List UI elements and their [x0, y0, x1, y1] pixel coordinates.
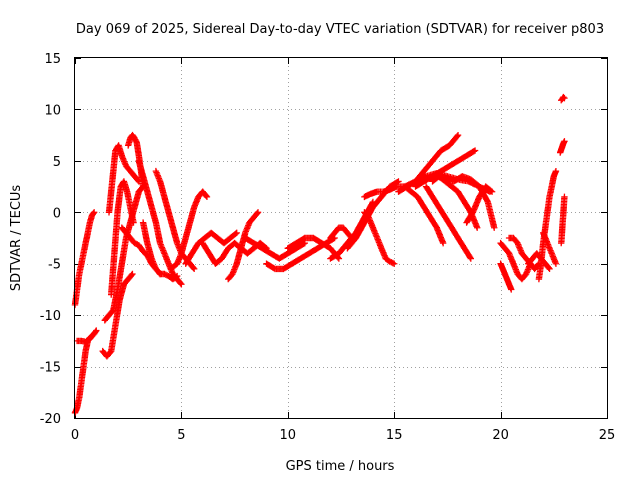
plot-frame	[74, 57, 608, 419]
plus-markers	[108, 178, 137, 298]
series-track-aa	[412, 147, 479, 190]
plus-markers	[105, 142, 143, 216]
plus-markers	[497, 260, 515, 293]
y-tick-label: 15	[44, 52, 61, 67]
x-axis-label: GPS time / hours	[286, 459, 395, 474]
plus-markers	[558, 93, 568, 104]
y-tick-label: 5	[53, 155, 61, 170]
plus-markers	[263, 234, 338, 273]
series-track-n	[182, 229, 240, 267]
series-track-am	[558, 193, 568, 247]
y-tick-label: -10	[40, 309, 61, 324]
x-tick-label: 10	[280, 428, 297, 443]
series-track-f	[108, 178, 137, 298]
y-axis-label: SDTVAR / TECUs	[9, 185, 24, 292]
series-track-ac	[422, 183, 475, 262]
series-track-j	[135, 157, 185, 288]
series-track-af	[463, 183, 496, 226]
series-track-ao	[558, 93, 568, 104]
chart-title: Day 069 of 2025, Sidereal Day-to-day VTE…	[76, 22, 604, 37]
series-track-an	[557, 138, 568, 156]
series-track-q	[242, 234, 309, 262]
plus-markers	[557, 138, 568, 156]
series-track-p	[225, 209, 262, 283]
plus-markers	[433, 173, 498, 231]
plus-markers	[71, 209, 98, 309]
series-track-ae	[433, 173, 498, 231]
x-tick-label: 15	[386, 428, 403, 443]
x-tick-label: 0	[71, 428, 79, 443]
plus-markers	[558, 193, 568, 247]
plus-markers	[71, 332, 96, 417]
series-track-ab	[401, 183, 447, 247]
grid-lines	[75, 58, 607, 418]
series-track-c	[73, 327, 100, 346]
plus-markers	[182, 229, 240, 267]
series-track-g	[105, 142, 143, 216]
series-track-ah	[497, 260, 515, 293]
series-track-ak	[535, 167, 560, 283]
series-track-l	[139, 219, 181, 283]
plus-markers	[540, 229, 560, 267]
plus-markers	[401, 183, 447, 247]
data-points	[71, 93, 568, 417]
plus-markers	[361, 209, 398, 267]
plus-markers	[99, 270, 136, 360]
x-tick-label: 25	[599, 428, 616, 443]
series-track-r	[263, 234, 338, 273]
series-track-u	[327, 224, 355, 242]
series-track-w	[361, 209, 398, 267]
series-track-ag	[497, 239, 534, 283]
y-tick-label: -5	[48, 258, 61, 273]
plus-markers	[242, 234, 309, 262]
series-track-m	[167, 188, 211, 273]
plus-markers	[327, 224, 355, 242]
y-tick-label: 0	[53, 206, 61, 221]
plus-markers	[225, 209, 262, 283]
y-tick-label: -20	[40, 412, 61, 427]
plus-markers	[422, 183, 475, 262]
series-track-d	[99, 270, 136, 360]
series-track-a	[71, 332, 96, 417]
series-track-b	[71, 209, 98, 309]
plus-markers	[463, 183, 496, 226]
x-tick-label: 20	[492, 428, 509, 443]
plus-markers	[73, 327, 100, 346]
series-track-al	[540, 229, 560, 267]
y-tick-label: -15	[40, 361, 61, 376]
x-tick-label: 5	[177, 428, 185, 443]
plus-markers	[167, 188, 211, 273]
y-tick-label: 10	[44, 103, 61, 118]
plus-markers	[535, 167, 560, 283]
plus-markers	[139, 219, 181, 283]
plus-markers	[412, 147, 479, 190]
plus-markers	[497, 239, 534, 283]
plus-markers	[135, 157, 185, 288]
